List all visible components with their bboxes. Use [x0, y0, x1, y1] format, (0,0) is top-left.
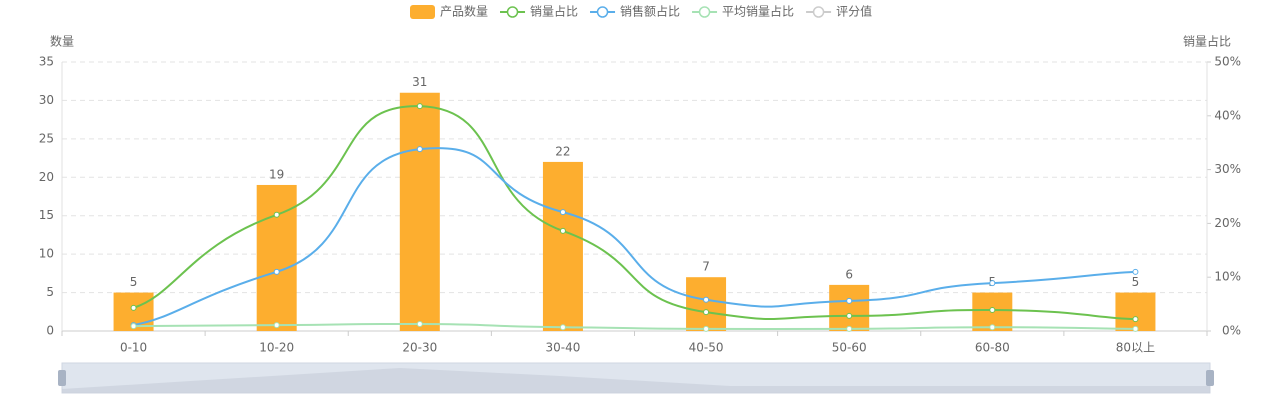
line-point — [1132, 316, 1139, 323]
y2-tick-label: 40% — [1214, 108, 1241, 122]
bar — [399, 92, 440, 331]
y-tick-label: 20 — [39, 170, 54, 184]
line-point — [559, 227, 566, 234]
line-point — [703, 325, 710, 332]
line-point — [989, 280, 996, 287]
legend: 产品数量 销量占比 销售额占比 平均销量占比 评分值 — [410, 4, 872, 19]
legend-icon — [596, 6, 609, 18]
line-point — [1132, 325, 1139, 332]
y-tick-label: 25 — [39, 131, 54, 145]
line-point — [846, 312, 853, 319]
x-tick-label: 10-20 — [259, 341, 294, 355]
legend-label: 评分值 — [836, 4, 872, 19]
line — [133, 105, 1136, 321]
y-tick-label: 30 — [39, 93, 54, 107]
legend-icon — [506, 6, 519, 18]
legend-label: 平均销量占比 — [722, 4, 794, 19]
line-point — [559, 209, 566, 216]
bar-label: 31 — [412, 75, 427, 89]
line-point — [130, 304, 137, 311]
line-point — [846, 325, 853, 332]
legend-icon — [698, 6, 711, 18]
line-point — [846, 297, 853, 304]
bar — [686, 277, 727, 331]
line-point — [989, 324, 996, 331]
line-point — [273, 268, 280, 275]
line-point — [416, 103, 423, 110]
line-point — [1132, 268, 1139, 275]
line-point — [989, 307, 996, 314]
line-point — [703, 309, 710, 316]
bar — [829, 284, 870, 331]
line-point — [416, 321, 423, 328]
x-tick-label: 0-10 — [120, 341, 147, 355]
legend-label: 销量占比 — [530, 4, 578, 19]
bar-label: 22 — [555, 144, 570, 158]
y-tick-label: 10 — [39, 247, 54, 261]
y2-axis-title: 销量占比 — [1183, 34, 1231, 49]
zoom-handle[interactable] — [1206, 370, 1214, 386]
bar-label: 5 — [130, 275, 138, 289]
x-tick-label: 20-30 — [402, 341, 437, 355]
bar — [256, 184, 297, 331]
line-point — [130, 323, 137, 330]
legend-icon — [410, 5, 435, 19]
x-tick-label: 50-60 — [832, 341, 867, 355]
bar-label: 6 — [845, 267, 853, 281]
line-point — [416, 146, 423, 153]
legend-icon — [812, 6, 825, 18]
bar-label: 7 — [702, 260, 710, 274]
y-tick-label: 15 — [39, 208, 54, 222]
line-point — [273, 211, 280, 218]
y2-tick-label: 50% — [1214, 55, 1241, 69]
x-tick-label: 80以上 — [1116, 341, 1155, 355]
bar-label: 19 — [269, 167, 284, 181]
y2-tick-label: 20% — [1214, 216, 1241, 230]
y-tick-label: 0 — [46, 324, 54, 338]
x-tick-label: 40-50 — [689, 341, 724, 355]
line-point — [703, 296, 710, 303]
legend-label: 销售额占比 — [620, 4, 680, 19]
bar — [542, 161, 583, 331]
zoom-shadow — [62, 368, 1210, 393]
y2-tick-label: 30% — [1214, 162, 1241, 176]
bar-label: 5 — [1132, 275, 1140, 289]
line — [133, 322, 1136, 331]
x-tick-label: 30-40 — [546, 341, 581, 355]
y-tick-label: 5 — [46, 285, 54, 299]
zoom-handle[interactable] — [58, 370, 66, 386]
y-axis-title: 数量 — [50, 34, 74, 49]
y-tick-label: 35 — [39, 55, 54, 69]
x-tick-label: 60-80 — [975, 341, 1010, 355]
line-point — [559, 324, 566, 331]
data-zoom[interactable] — [58, 362, 1214, 394]
y2-tick-label: 10% — [1214, 270, 1241, 284]
line-point — [273, 322, 280, 329]
bar — [1115, 292, 1156, 331]
legend-label: 产品数量 — [440, 4, 488, 19]
line — [133, 147, 1136, 327]
y2-tick-label: 0% — [1222, 324, 1241, 338]
